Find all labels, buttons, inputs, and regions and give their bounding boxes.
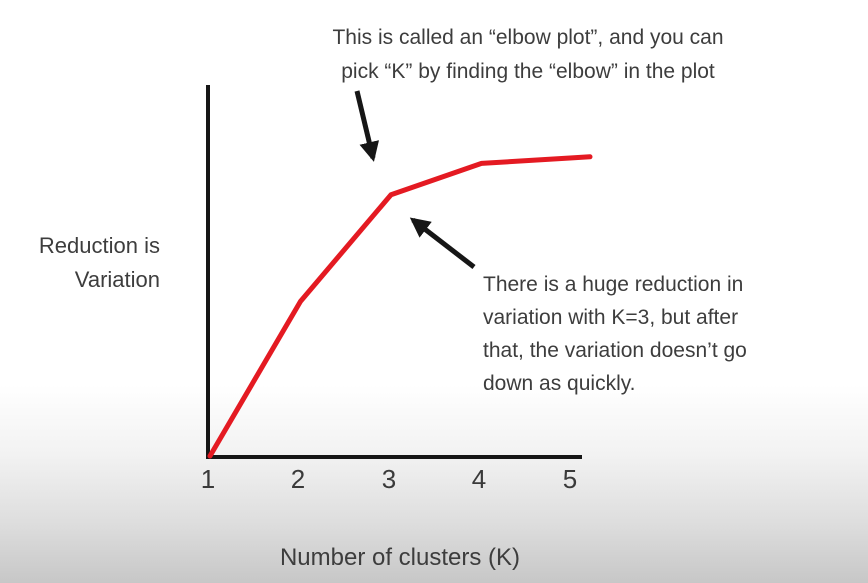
x-tick-label-4: 4 [471,464,487,494]
side-annotation-line-2: variation with K=3, but after [483,306,739,329]
side-annotation: There is a huge reduction in variation w… [483,268,853,400]
arrow-down-to-elbow-icon [354,90,380,162]
top-annotation: This is called an “elbow plot”, and you … [258,21,798,89]
y-axis-label: Reduction is Variation [8,229,160,297]
top-annotation-line-2: pick “K” by finding the “elbow” in the p… [341,60,715,83]
side-annotation-line-4: down as quickly. [483,372,636,395]
x-tick-label-5: 5 [562,464,578,494]
top-annotation-line-1: This is called an “elbow plot”, and you … [332,26,724,49]
x-tick-label-3: 3 [381,464,397,494]
elbow-curve [207,154,593,459]
side-annotation-line-3: that, the variation doesn’t go [483,339,747,362]
arrow-up-to-elbow-icon [409,217,476,269]
x-tick-label-2: 2 [290,464,306,494]
x-tick-label-1: 1 [200,464,216,494]
y-axis-label-line-2: Variation [74,267,160,292]
y-axis-label-line-1: Reduction is [38,233,160,258]
x-axis-label: Number of clusters (K) [279,544,521,571]
side-annotation-line-1: There is a huge reduction in [483,273,744,296]
